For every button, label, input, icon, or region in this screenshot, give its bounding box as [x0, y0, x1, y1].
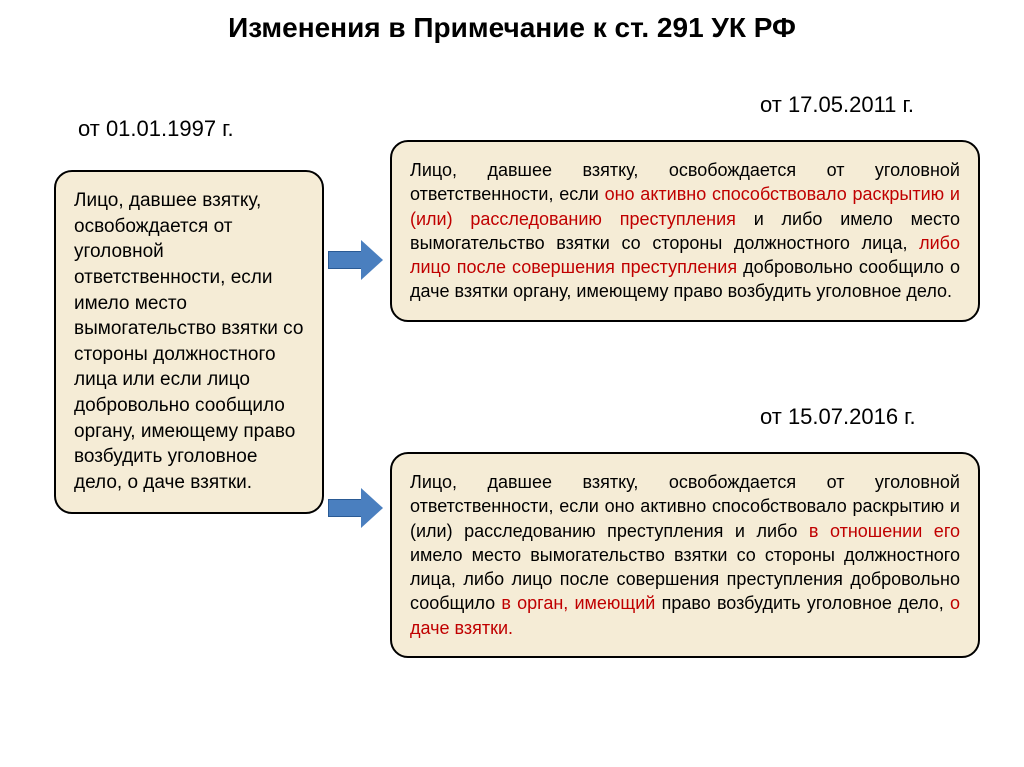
arrow-icon	[328, 488, 384, 528]
note-1997-box: Лицо, давшее взятку, освобождается от уг…	[54, 170, 324, 514]
arrow-icon	[328, 240, 384, 280]
highlight: в орган, имеющий	[501, 593, 655, 613]
note-2011-box: Лицо, давшее взятку, освобождается от уг…	[390, 140, 980, 322]
date-2016: от 15.07.2016 г.	[760, 404, 916, 430]
note-2016-box: Лицо, давшее взятку, освобождается от уг…	[390, 452, 980, 658]
page-title: Изменения в Примечание к ст. 291 УК РФ	[0, 12, 1024, 44]
note-2011-text: Лицо, давшее взятку, освобождается от уг…	[410, 160, 960, 301]
date-2011: от 17.05.2011 г.	[760, 92, 914, 118]
highlight: в отношении его	[809, 521, 960, 541]
note-2016-text: Лицо, давшее взятку, освобождается от уг…	[410, 472, 960, 638]
date-1997: от 01.01.1997 г.	[78, 116, 234, 142]
txt: право возбудить уголовное дело,	[655, 593, 950, 613]
note-1997-text: Лицо, давшее взятку, освобождается от уг…	[74, 190, 303, 493]
